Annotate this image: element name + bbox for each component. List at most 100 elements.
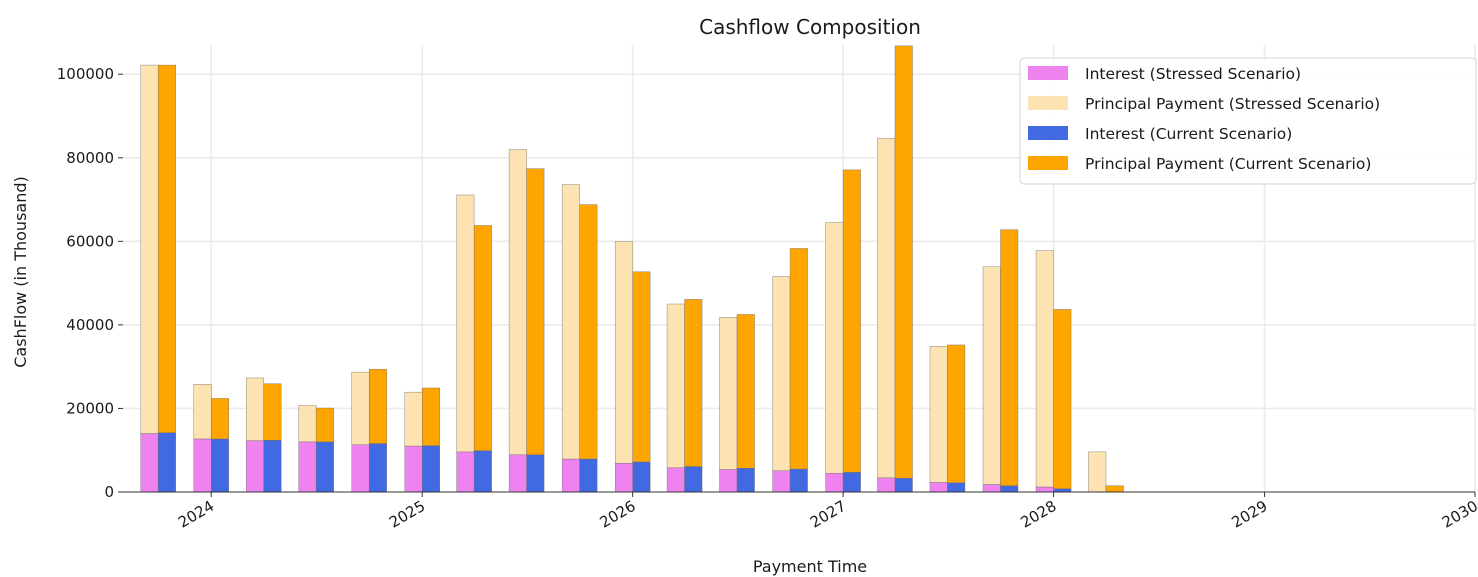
legend-frame [1019,57,1477,185]
bar-stressed-principal [877,137,896,478]
y-tick-label: 60000 [66,232,114,250]
legend-swatch [1028,126,1068,140]
bar-stressed-interest [614,462,633,493]
bar-current-principal [157,64,176,433]
bar-current-principal [1000,229,1019,486]
bar-stressed-principal [825,222,844,474]
bar-current-interest [368,443,387,493]
bar-stressed-interest [877,477,896,493]
bar-current-interest [157,432,176,493]
bar-stressed-interest [772,470,791,493]
bar-stressed-principal [561,184,580,460]
bar-current-interest [947,482,966,493]
bar-current-interest [632,461,651,493]
x-tick-label: 2029 [1228,497,1270,532]
legend-swatch [1028,96,1068,110]
bar-stressed-interest [1035,486,1054,493]
x-tick-label: 2024 [175,497,217,532]
bar-stressed-interest [666,467,685,493]
bar-stressed-principal [719,317,738,470]
legend-swatch [1028,66,1068,80]
bar-current-interest [894,478,913,493]
bar-stressed-interest [404,445,423,493]
bar-current-principal [684,299,703,467]
bar-stressed-principal [508,149,527,456]
x-tick-label: 2028 [1017,497,1059,532]
chart-title: Cashflow Composition [699,15,921,39]
bar-stressed-principal [982,266,1001,485]
bar-current-interest [315,441,334,493]
bar-current-interest [473,450,492,493]
x-tick-label: 2030 [1439,497,1478,532]
bar-current-interest [1053,488,1072,493]
x-tick-label: 2026 [597,497,639,532]
bar-current-principal [211,398,229,440]
bar-current-interest [736,467,755,493]
bar-stressed-principal [298,405,317,443]
bar-current-interest [422,445,440,493]
bar-stressed-principal [140,64,159,434]
y-tick-label: 20000 [66,399,114,417]
bar-stressed-principal [1035,250,1054,488]
bar-stressed-interest [508,454,527,493]
bar-current-interest [842,472,861,493]
bar-stressed-interest [561,458,580,493]
bar-stressed-interest [456,451,475,493]
bar-stressed-interest [351,444,370,493]
bar-stressed-principal [193,384,212,440]
bar-current-interest [526,454,545,493]
x-axis-label: Payment Time [753,557,867,576]
bar-stressed-principal [772,276,791,471]
bar-current-interest [684,466,703,493]
bar-current-interest [211,438,229,493]
bar-current-interest [579,458,598,493]
bar-stressed-interest [929,482,948,493]
x-tick-label: 2025 [386,497,428,532]
x-tick-label: 2027 [807,497,849,532]
legend-label: Principal Payment (Stressed Scenario) [1085,95,1380,113]
bar-current-principal [894,45,913,479]
legend-label: Interest (Stressed Scenario) [1085,65,1301,83]
bar-current-principal [579,204,598,460]
bar-stressed-interest [140,433,159,493]
bar-stressed-interest [298,441,317,493]
bar-current-principal [422,387,440,446]
bar-current-principal [1053,309,1072,489]
bar-current-interest [789,468,808,493]
bar-stressed-interest [719,469,738,493]
bar-stressed-principal [404,391,423,447]
bar-stressed-interest [193,438,212,493]
legend-label: Principal Payment (Current Scenario) [1085,155,1371,173]
bar-current-principal [632,271,651,463]
bar-stressed-interest [982,484,1001,493]
bar-stressed-interest [825,473,844,493]
bar-current-principal [789,248,808,470]
bar-current-principal [263,383,282,441]
bar-stressed-principal [666,303,685,468]
y-axis-label: CashFlow (in Thousand) [11,176,30,368]
legend: Interest (Stressed Scenario) Principal Pa… [1019,57,1477,185]
bar-stressed-principal [351,371,370,445]
bar-current-principal [473,225,492,451]
bar-current-principal [842,169,861,473]
bar-current-principal [947,344,966,484]
bar-stressed-principal [456,194,475,453]
bar-stressed-principal [614,241,633,464]
bar-current-principal [526,168,545,456]
y-tick-label: 80000 [66,149,114,167]
y-tick-label: 100000 [57,65,114,83]
bar-stressed-interest [245,440,264,493]
bar-current-principal [368,368,387,444]
bar-stressed-principal [245,377,264,441]
bar-layer [140,45,1124,493]
y-tick-label: 40000 [66,316,114,334]
bar-current-principal [736,314,755,469]
bar-current-interest [263,439,282,493]
legend-swatch [1028,156,1068,170]
bar-current-interest [1000,485,1019,493]
legend-label: Interest (Current Scenario) [1085,125,1292,143]
bar-current-principal [1105,485,1124,493]
y-tick-label: 0 [104,483,114,501]
bar-current-principal [315,407,334,443]
